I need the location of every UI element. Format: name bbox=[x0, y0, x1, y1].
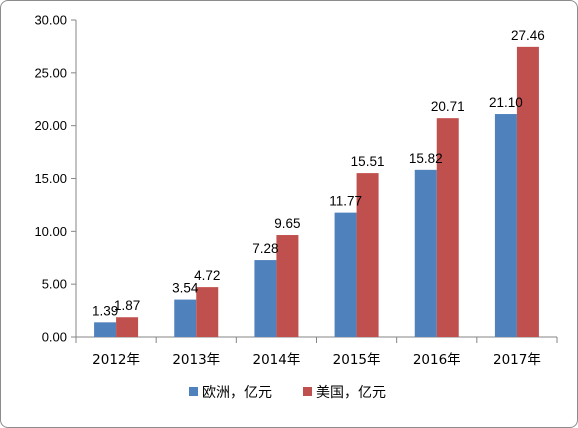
bar-series-1 bbox=[254, 260, 277, 337]
x-category-label: 2013年 bbox=[172, 352, 220, 368]
bar-series-1 bbox=[494, 114, 517, 337]
bar-series-2 bbox=[116, 317, 139, 337]
y-tick-label: 30.00 bbox=[34, 13, 67, 28]
bar-series-1 bbox=[94, 322, 117, 337]
bar-value-label: 7.28 bbox=[252, 241, 278, 256]
bar-series-1 bbox=[174, 299, 197, 337]
y-tick-label: 5.00 bbox=[42, 277, 67, 292]
y-tick-label: 15.00 bbox=[34, 171, 67, 186]
x-category-label: 2014年 bbox=[252, 352, 300, 368]
bar-series-2 bbox=[196, 287, 219, 337]
y-tick-label: 25.00 bbox=[34, 65, 67, 80]
bar-value-label: 15.82 bbox=[409, 151, 443, 166]
legend-label: 欧洲，亿元 bbox=[202, 385, 272, 401]
bar-value-label: 21.10 bbox=[489, 95, 523, 110]
y-tick-label: 20.00 bbox=[34, 118, 67, 133]
legend-label: 美国，亿元 bbox=[316, 385, 386, 401]
bar-series-1 bbox=[334, 212, 357, 337]
x-category-label: 2017年 bbox=[493, 352, 541, 368]
bar-value-label: 4.72 bbox=[194, 268, 220, 283]
legend-swatch bbox=[189, 387, 198, 396]
axes: 0.00 5.00 10.00 15.00 20.00 25.00 30.00 2012年 20… bbox=[34, 13, 558, 368]
bar-value-label: 15.51 bbox=[351, 154, 385, 169]
bar-value-label: 20.71 bbox=[431, 99, 465, 114]
bar-value-label: 1.39 bbox=[92, 303, 118, 318]
x-category-label: 2015年 bbox=[333, 352, 381, 368]
bar-series-2 bbox=[436, 118, 459, 337]
x-category-label: 2012年 bbox=[92, 352, 140, 368]
bar-value-label: 1.87 bbox=[114, 298, 140, 313]
legend: 欧洲，亿元 美国，亿元 bbox=[189, 385, 386, 401]
bar-series-2 bbox=[356, 173, 379, 337]
bar-value-label: 3.54 bbox=[172, 281, 199, 296]
bar-value-label: 27.46 bbox=[511, 28, 545, 43]
bar-value-label: 9.65 bbox=[274, 216, 300, 231]
bars bbox=[94, 46, 539, 338]
x-category-label: 2016年 bbox=[413, 352, 461, 368]
bar-series-2 bbox=[276, 235, 299, 337]
bar-series-1 bbox=[414, 169, 437, 337]
y-tick-label: 0.00 bbox=[42, 330, 67, 345]
bar-series-2 bbox=[516, 46, 539, 338]
bar-value-label: 11.77 bbox=[329, 194, 362, 209]
y-tick-label: 10.00 bbox=[34, 224, 67, 239]
data-labels: 1.39 3.54 7.28 11.77 15.82 21.10 1.87 4.72 9.65 1… bbox=[92, 28, 545, 318]
legend-swatch bbox=[303, 387, 312, 396]
